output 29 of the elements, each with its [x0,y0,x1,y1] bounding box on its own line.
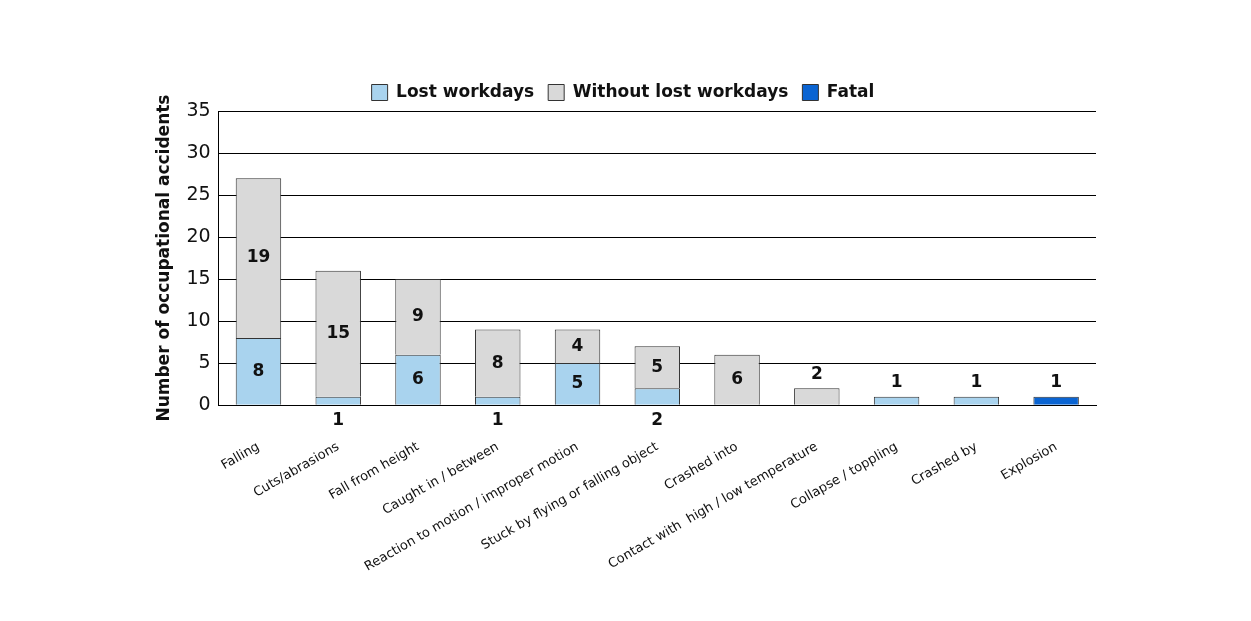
legend-label: Lost workdays [396,80,535,101]
y-tick-label: 25 [186,181,211,204]
data-label: 1 [1050,371,1063,392]
data-label: 8 [491,351,504,372]
y-tick-label: 5 [198,350,211,373]
data-label: 8 [252,359,265,380]
data-label: 2 [810,362,823,383]
y-tick-label: 20 [186,223,211,246]
legend-label: Without lost workdays [572,80,789,101]
data-label: 5 [651,355,664,376]
y-tick-label: 35 [186,97,211,120]
data-label: 5 [571,372,584,393]
data-label: 1 [332,408,345,429]
data-label: 1 [970,371,983,392]
y-tick-label: 10 [186,308,211,331]
data-label: 15 [326,322,351,343]
data-label: 2 [651,408,664,429]
data-label: 19 [246,246,271,267]
data-label: 1 [491,408,504,429]
y-tick-label: 0 [198,392,211,415]
y-tick-label: 30 [186,139,211,162]
data-label: 6 [731,368,743,389]
data-label: 9 [412,305,424,326]
legend-label: Fatal [826,80,875,101]
y-axis-title: Number of occupational accidents [152,94,173,422]
data-label: 6 [412,368,424,389]
y-tick-label: 15 [186,266,211,289]
data-label: 1 [890,371,903,392]
data-label: 4 [571,334,584,355]
